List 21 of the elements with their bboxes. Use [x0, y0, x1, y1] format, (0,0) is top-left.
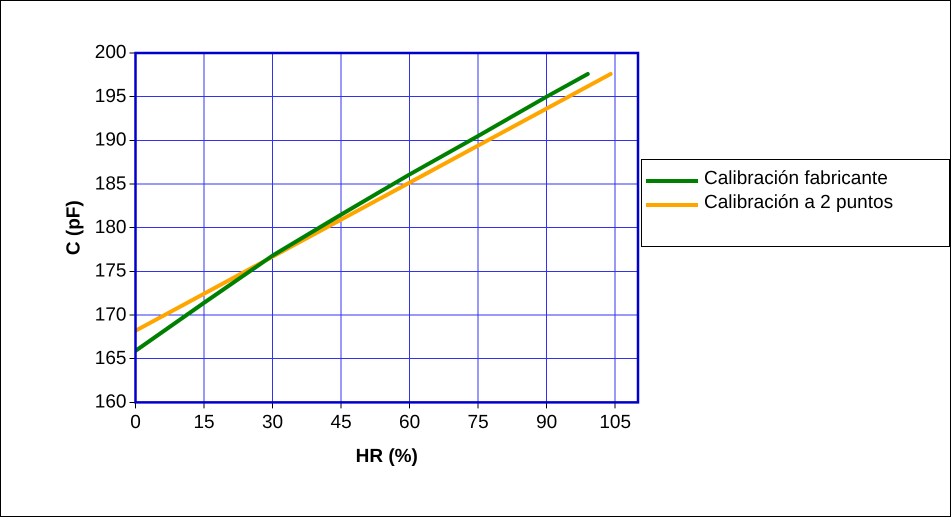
y-tick-label: 175	[94, 260, 126, 282]
x-tick-label: 0	[130, 412, 141, 434]
x-tick-label: 60	[399, 412, 420, 434]
y-tick-label: 160	[94, 392, 126, 413]
legend-label: Calibración fabricante	[704, 168, 888, 190]
x-tick-label: 45	[330, 412, 352, 434]
y-tick-label: 190	[94, 130, 126, 151]
x-tick-label: 75	[468, 412, 489, 434]
x-tick-label: 105	[599, 412, 632, 434]
y-tick-label: 200	[94, 42, 126, 64]
y-axis-title: C (pF)	[64, 200, 85, 256]
legend-label: Calibración a 2 puntos	[704, 192, 894, 214]
y-tick-label: 195	[94, 86, 126, 107]
x-axis-title: HR (%)	[356, 446, 418, 467]
y-tick-label: 170	[94, 304, 126, 326]
y-tick-label: 165	[94, 348, 126, 369]
x-tick-label: 15	[193, 412, 215, 434]
y-tick-label: 180	[94, 216, 126, 238]
x-tick-label: 30	[262, 412, 284, 434]
x-tick-label: 90	[536, 412, 558, 434]
y-tick-label: 185	[94, 173, 126, 194]
